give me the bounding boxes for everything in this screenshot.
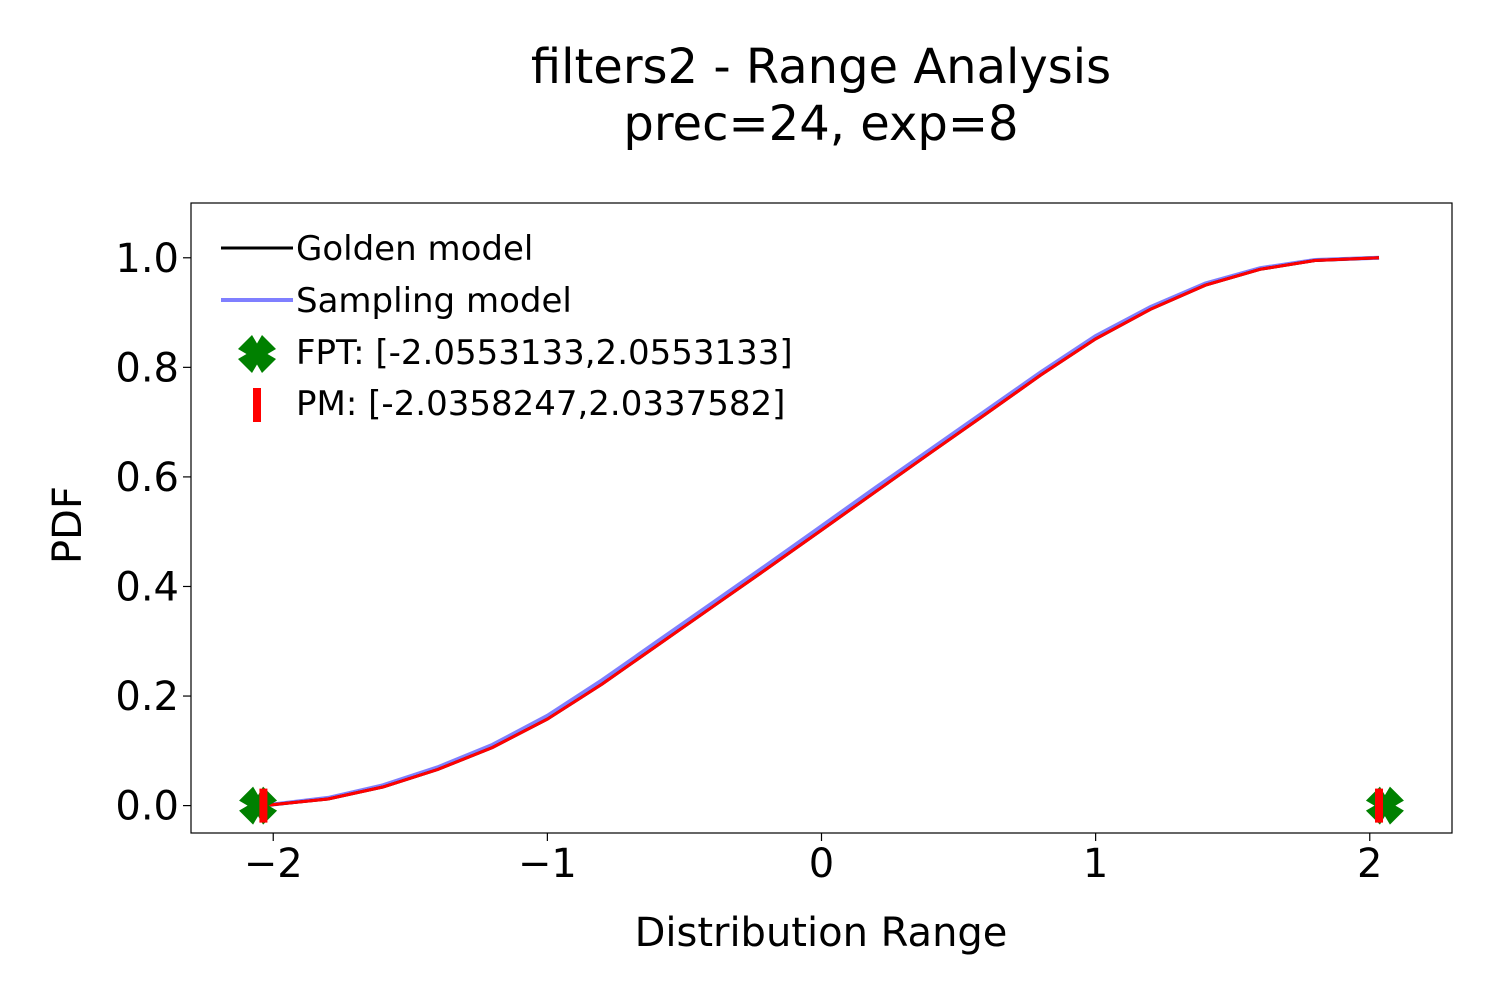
legend: Golden model Sampling model FPT: [-2.05531…: [221, 229, 793, 424]
y-tick-label: 0.2: [115, 674, 179, 720]
y-tick-label: 0.0: [115, 784, 179, 830]
pm-marker: [1375, 788, 1384, 823]
y-axis: 0.0 0.2 0.4 0.6 0.8 1.0: [115, 236, 191, 830]
legend-swatch: [238, 335, 276, 373]
legend-label: FPT: [-2.0553133,2.0553133]: [296, 333, 793, 373]
series-line-sampling-model: [263, 255, 1380, 808]
legend-label: Sampling model: [296, 281, 572, 321]
x-tick-label: 1: [1083, 841, 1108, 887]
pm-marker: [259, 788, 268, 823]
legend-label: Golden model: [296, 229, 533, 269]
series-line-golden-model-overlay: [263, 256, 1380, 808]
x-tick-label: −1: [518, 841, 577, 887]
x-axis: −2 −1 0 1 2: [244, 833, 1382, 887]
x-tick-label: −2: [244, 841, 303, 887]
y-tick-label: 0.8: [115, 345, 179, 391]
x-tick-label: 0: [809, 841, 834, 887]
fpt-marker: [1365, 786, 1404, 825]
y-tick-label: 1.0: [115, 236, 179, 282]
y-tick-label: 0.4: [115, 564, 179, 610]
y-axis-label: PDF: [45, 486, 91, 564]
x-axis-label: Distribution Range: [635, 910, 1008, 956]
fpt-marker: [239, 786, 278, 825]
plot-area: [239, 255, 1404, 825]
y-tick-label: 0.6: [115, 455, 179, 501]
legend-label: PM: [-2.0358247,2.0337582]: [296, 384, 785, 424]
x-tick-label: 2: [1357, 841, 1382, 887]
chart-title: filters2 - Range Analysis: [531, 39, 1111, 95]
legend-swatch: [253, 388, 261, 422]
chart-subtitle: prec=24, exp=8: [623, 96, 1018, 152]
